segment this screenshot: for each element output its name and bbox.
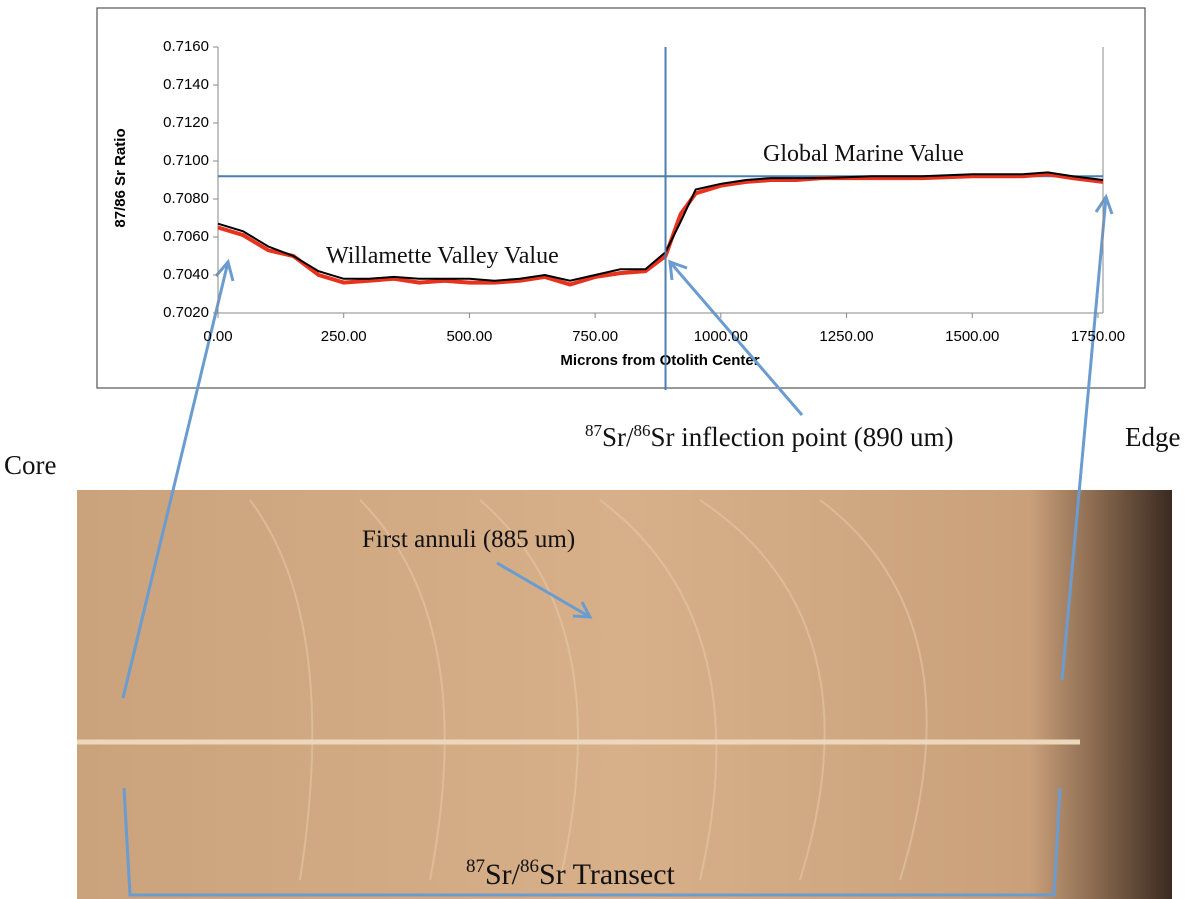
x-tick-label: 750.00 [572, 328, 618, 345]
text: Sr inflection point (890 um) [651, 422, 954, 452]
superscript: 86 [634, 421, 651, 440]
chart-frame [96, 7, 1146, 389]
y-tick-label: 0.7160 [163, 38, 209, 55]
x-tick-label: 1000.00 [694, 328, 748, 345]
annotation: Global Marine Value [763, 141, 964, 167]
annotation: Willamette Valley Value [326, 243, 559, 269]
y-axis-title: 87/86 Sr Ratio [112, 128, 129, 227]
superscript: 86 [520, 856, 539, 877]
superscript: 87 [466, 856, 485, 877]
x-tick-label: 250.00 [321, 328, 367, 345]
x-tick-label: 500.00 [446, 328, 492, 345]
series-line [217, 171, 1104, 282]
superscript: 87 [585, 421, 603, 440]
x-tick-label: 1750.00 [1071, 328, 1125, 345]
edge-label: Edge [1125, 422, 1180, 452]
x-tick-label: 0.00 [203, 328, 232, 345]
y-tick-label: 0.7060 [163, 228, 209, 245]
arrows [121, 193, 1114, 897]
photo-rings [249, 499, 928, 881]
text: Sr Transect [539, 858, 676, 891]
text: Sr/ [485, 858, 521, 891]
transect-label: 87Sr/86Sr Transect [466, 856, 676, 891]
y-tick-label: 0.7120 [163, 114, 209, 131]
y-tick-label: 0.7020 [163, 304, 209, 321]
x-axis-title: Microns from Otolith Center [560, 352, 759, 369]
y-tick-label: 0.7040 [163, 266, 209, 283]
inflection-label: 87Sr/86Sr inflection point (890 um) [585, 421, 953, 452]
series-line [217, 172, 1104, 287]
core-label: Core [4, 450, 57, 480]
otolith-photo [77, 490, 1172, 899]
x-tick-label: 1500.00 [945, 328, 999, 345]
y-tick-label: 0.7140 [163, 76, 209, 93]
y-tick-label: 0.7080 [163, 190, 209, 207]
annuli-label: First annuli (885 um) [362, 526, 575, 553]
x-tick-label: 1250.00 [819, 328, 873, 345]
y-tick-label: 0.7100 [163, 152, 209, 169]
text: Sr/ [602, 422, 634, 452]
